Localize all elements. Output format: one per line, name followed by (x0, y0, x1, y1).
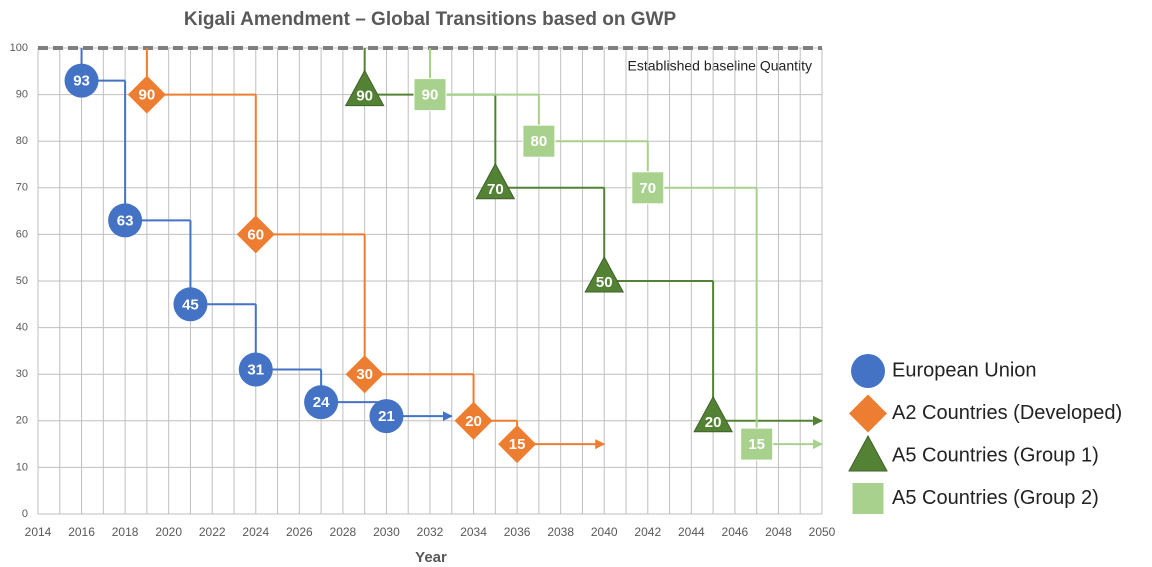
y-tick-label: 10 (16, 461, 28, 473)
x-tick-label: 2028 (330, 525, 357, 539)
marker (693, 395, 733, 433)
data-label: 21 (378, 408, 395, 425)
x-tick-label: 2042 (634, 525, 661, 539)
data-label: 90 (422, 87, 439, 104)
legend-label: European Union (892, 359, 1037, 381)
data-label: 31 (247, 362, 264, 379)
data-label: 63 (117, 212, 134, 229)
x-tick-label: 2014 (25, 525, 52, 539)
x-tick-label: 2026 (286, 525, 313, 539)
y-tick-label: 80 (16, 135, 28, 147)
y-tick-label: 40 (16, 322, 28, 334)
x-tick-label: 2046 (722, 525, 749, 539)
x-tick-label: 2034 (460, 525, 487, 539)
x-tick-label: 2022 (199, 525, 226, 539)
legend-marker (851, 354, 885, 388)
x-tick-label: 2040 (591, 525, 618, 539)
legend-label: A5 Countries (Group 1) (892, 444, 1099, 466)
y-tick-label: 90 (16, 89, 28, 101)
marker (345, 355, 384, 394)
x-tick-label: 2038 (547, 525, 574, 539)
data-label: 15 (509, 436, 526, 453)
marker (631, 171, 665, 205)
x-tick-label: 2018 (112, 525, 139, 539)
y-tick-label: 50 (16, 275, 28, 287)
legend-label: A2 Countries (Developed) (892, 402, 1122, 424)
data-label: 70 (487, 181, 504, 198)
legend-marker (848, 434, 888, 472)
marker (522, 124, 556, 158)
data-label: 20 (465, 413, 482, 430)
x-tick-label: 2030 (373, 525, 400, 539)
marker (475, 162, 516, 200)
legend-marker (851, 482, 885, 515)
x-tick-label: 2020 (155, 525, 182, 539)
marker (740, 427, 774, 461)
legend-marker (849, 394, 887, 433)
data-label: 90 (139, 87, 156, 104)
marker (413, 78, 447, 112)
x-tick-label: 2024 (242, 525, 269, 539)
y-tick-label: 0 (22, 508, 28, 520)
data-label: 93 (73, 73, 90, 90)
data-label: 80 (531, 133, 548, 150)
marker (238, 352, 273, 387)
marker (236, 215, 275, 254)
marker (369, 399, 404, 434)
x-tick-label: 2016 (68, 525, 95, 539)
marker (108, 203, 143, 238)
data-label: 45 (182, 296, 199, 313)
marker (127, 75, 166, 114)
data-label: 20 (705, 414, 722, 431)
data-label: 60 (247, 226, 264, 243)
marker (498, 425, 537, 464)
x-tick-label: 2048 (765, 525, 792, 539)
y-tick-label: 100 (10, 42, 28, 54)
legend-label: A5 Countries (Group 2) (892, 487, 1099, 509)
x-tick-label: 2050 (809, 525, 836, 539)
data-label: 90 (356, 88, 373, 105)
marker (304, 385, 339, 420)
marker (64, 63, 99, 98)
y-tick-label: 70 (16, 182, 28, 194)
annotation: Established baseline Quantity (628, 58, 812, 74)
data-label: 70 (639, 180, 656, 197)
data-label: 24 (313, 394, 330, 411)
y-tick-label: 20 (16, 415, 28, 427)
y-tick-label: 60 (16, 228, 28, 240)
marker (173, 287, 208, 322)
chart-title: Kigali Amendment – Global Transitions ba… (184, 9, 677, 30)
y-tick-label: 30 (16, 368, 28, 380)
x-axis-label: Year (415, 549, 447, 566)
data-label: 15 (748, 436, 765, 453)
marker (584, 255, 625, 293)
data-label: 30 (356, 366, 373, 383)
x-tick-label: 2036 (504, 525, 531, 539)
data-label: 50 (596, 274, 613, 291)
x-tick-label: 2044 (678, 525, 705, 539)
x-tick-label: 2032 (417, 525, 444, 539)
marker (454, 401, 493, 440)
marker (344, 69, 385, 107)
